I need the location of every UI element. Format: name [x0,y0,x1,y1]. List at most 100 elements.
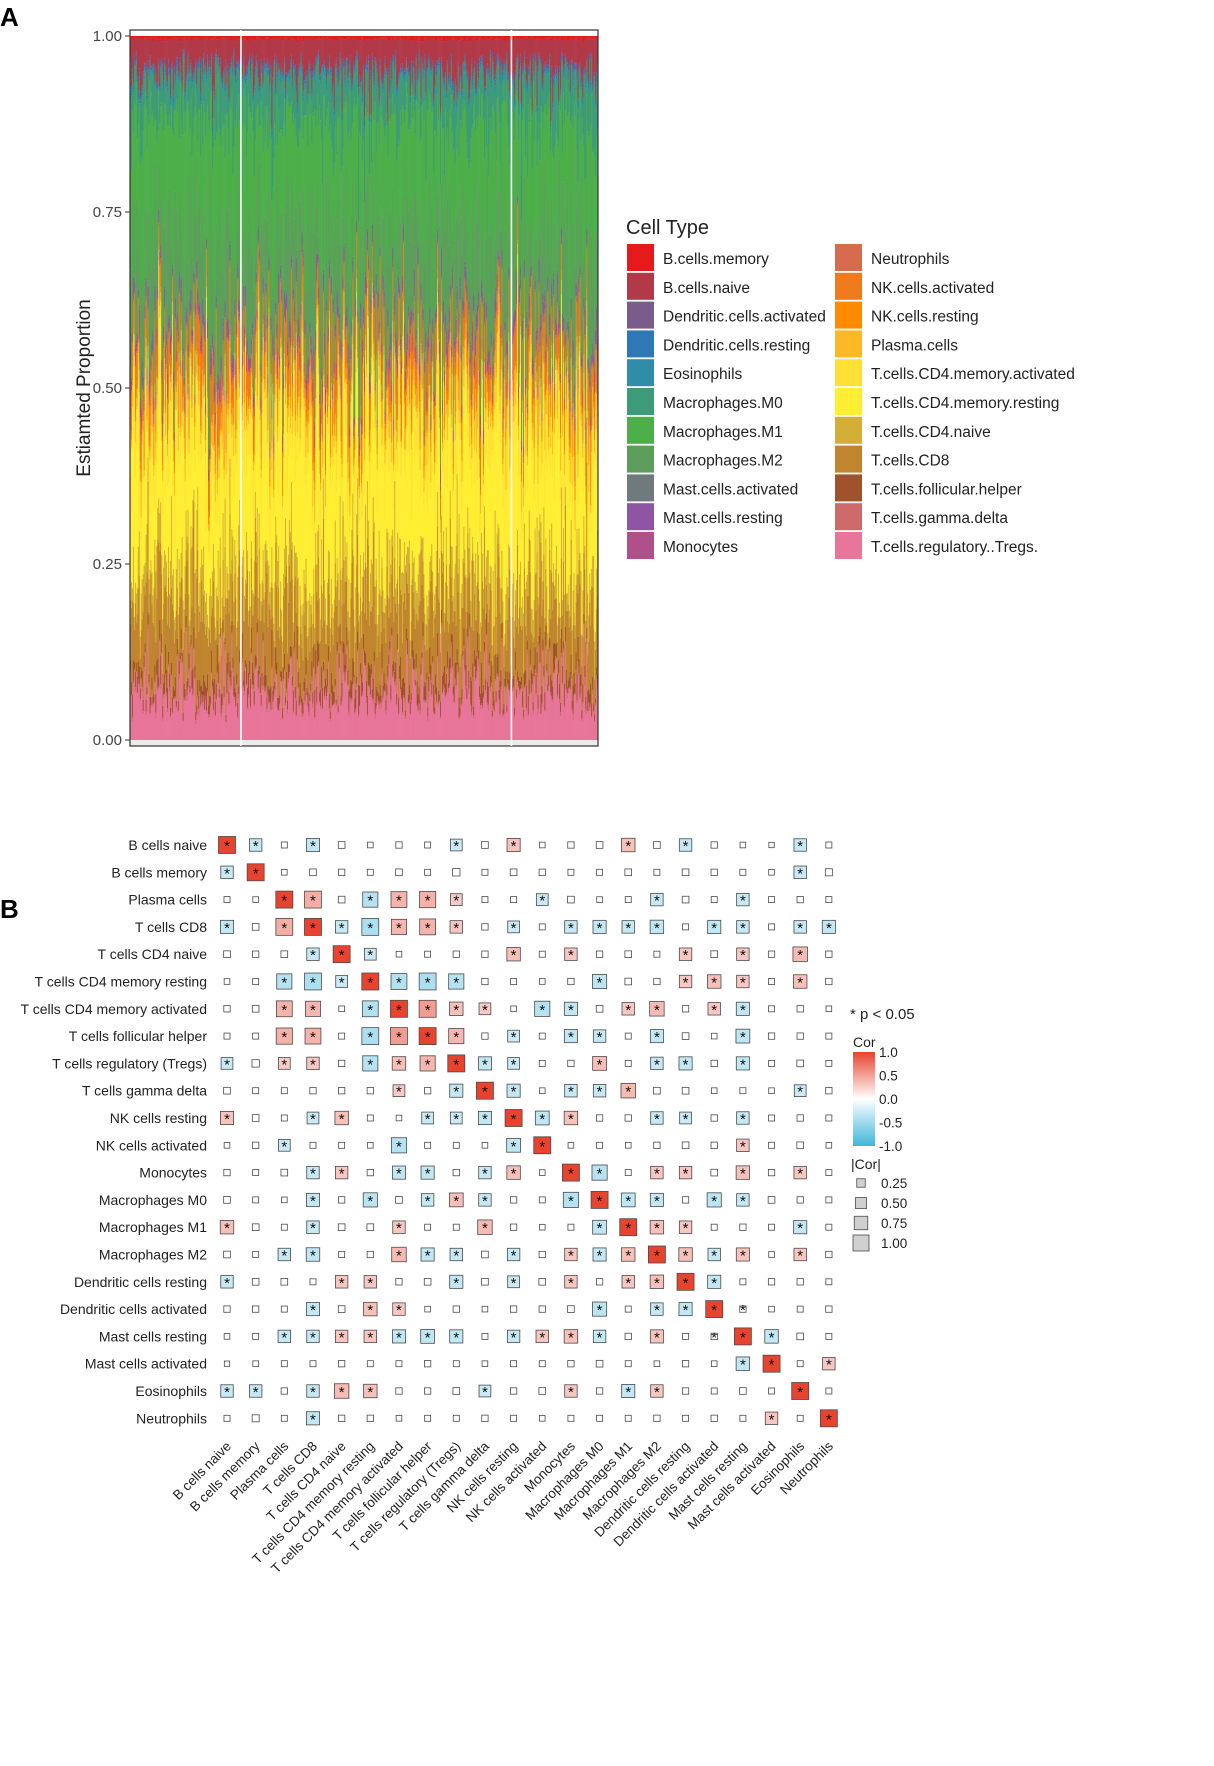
stack-segment [158,65,160,87]
stack-segment [211,131,214,137]
stack-segment [225,474,227,538]
stack-segment [213,386,216,398]
stack-segment [239,38,241,64]
stack-segment [231,88,233,290]
stack-segment [193,278,195,283]
stack-segment [140,36,143,38]
stack-segment [135,346,138,352]
stack-segment [148,385,150,400]
stack-segment [236,105,238,231]
stack-segment [247,355,250,359]
stack-segment [236,329,238,335]
stack-segment [179,80,182,193]
stack-segment [134,65,137,68]
stack-segment [143,412,145,461]
stack-segment [181,579,183,653]
stack-segment [214,57,217,63]
stack-segment [236,36,238,38]
stack-segment [138,68,141,73]
stack-segment [208,120,210,327]
stack-segment [202,323,204,335]
stack-segment [141,36,144,39]
stack-segment [172,610,175,687]
stack-segment [225,537,227,598]
stack-segment [223,686,225,698]
stack-segment [154,681,156,684]
stack-segment [174,82,177,88]
stack-segment [130,670,132,674]
stack-segment [216,131,219,280]
stack-segment [130,95,133,170]
stack-segment [183,54,185,58]
stack-segment [175,354,178,357]
stack-segment [228,328,230,332]
stack-segment [170,332,173,339]
stack-segment [186,560,188,681]
stack-segment [214,627,217,641]
stack-segment [169,333,171,362]
stack-segment [198,70,200,108]
stack-segment [140,516,143,540]
stack-segment [177,471,180,615]
stack-segment [205,413,207,417]
stack-segment [172,373,175,382]
stack-segment [152,259,154,331]
stack-segment [238,693,240,699]
stack-segment [210,485,213,596]
stack-segment [133,668,136,672]
stack-segment [231,38,233,57]
stack-segment [169,77,171,115]
stack-segment [154,83,156,85]
stack-segment [183,697,185,702]
stack-segment [130,607,133,682]
stack-segment [162,673,164,706]
stack-segment [241,413,243,438]
stack-segment [177,78,180,100]
stack-segment [220,77,222,80]
stack-segment [211,351,214,415]
stack-segment [243,37,245,57]
stack-segment [204,39,206,66]
stack-segment [186,41,188,67]
stack-segment [171,70,174,130]
stack-segment [141,691,144,740]
stack-segment [237,61,239,64]
stack-segment [241,88,243,94]
stack-segment [214,716,217,740]
stack-segment [151,432,153,454]
stack-segment [212,476,215,544]
stack-segment [191,607,193,672]
stack-segment [147,67,149,70]
stack-segment [160,253,162,259]
stack-segment [160,248,162,254]
stack-segment [203,314,205,321]
stack-segment [210,57,213,62]
stack-segment [204,36,206,40]
stack-segment [246,371,248,374]
stack-segment [244,335,246,348]
stack-segment [191,671,193,688]
stack-segment [195,68,197,84]
stack-segment [136,693,139,740]
stack-segment [246,74,248,81]
stack-segment [146,100,148,148]
stack-segment [131,71,134,74]
stack-segment [228,331,230,341]
stack-segment [218,661,221,690]
stack-segment [205,402,207,406]
stack-segment [217,373,220,375]
stack-segment [241,325,243,328]
stack-segment [246,430,248,476]
stack-segment [244,621,246,671]
stack-segment [188,392,190,400]
stack-segment [167,369,169,374]
stack-segment [248,107,251,211]
stack-segment [132,86,135,90]
stack-segment [140,539,143,594]
stack-segment [141,444,144,496]
stack-segment [188,111,190,287]
stack-segment [153,458,155,466]
stack-segment [224,650,226,740]
stack-segment [156,546,158,599]
stack-segment [230,371,232,386]
